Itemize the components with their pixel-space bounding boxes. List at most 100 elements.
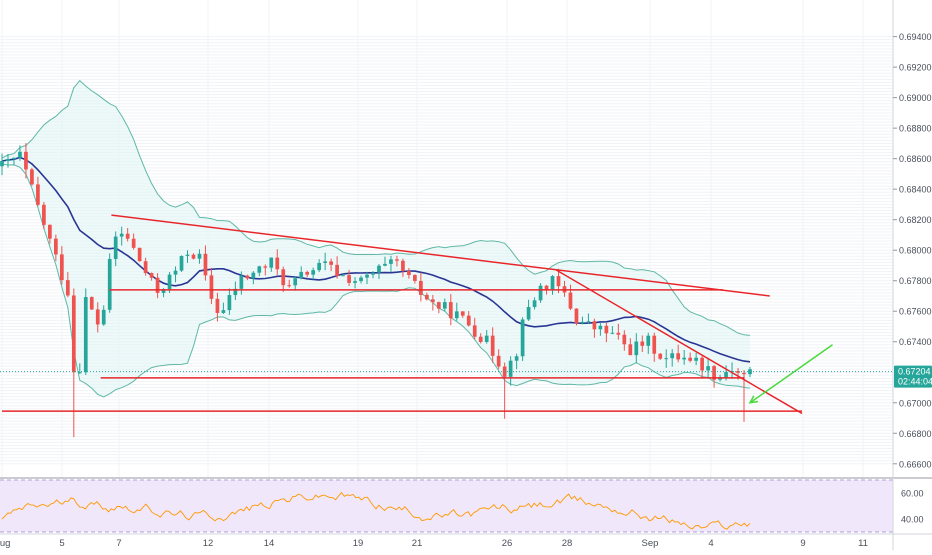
- candle-body: [6, 159, 10, 161]
- candle-body: [377, 265, 381, 273]
- candle-body: [640, 341, 645, 346]
- trendlines: [0, 214, 893, 415]
- candle-body: [30, 169, 34, 185]
- candle-body: [215, 298, 220, 313]
- x-tick-label: 5: [59, 538, 64, 549]
- candle-body: [682, 357, 687, 360]
- candle-body: [233, 288, 238, 296]
- candle-body: [490, 335, 495, 356]
- candle-body: [604, 325, 609, 334]
- y-tick-label: 0.67600: [899, 307, 932, 317]
- candle-body: [341, 275, 345, 277]
- candle-body: [107, 258, 112, 310]
- y-tick-label: 0.69000: [899, 93, 932, 103]
- candle-body: [712, 366, 716, 380]
- x-tick-label: Aug: [0, 538, 10, 549]
- candle-body: [598, 325, 603, 330]
- candle-body: [484, 335, 489, 342]
- y-tick-label: 0.68400: [899, 185, 932, 195]
- candle-body: [395, 259, 399, 261]
- candle-body: [77, 372, 82, 374]
- candle-body: [0, 160, 4, 167]
- candle-body: [251, 272, 256, 279]
- candle-body: [694, 357, 698, 361]
- candle-body: [221, 310, 226, 313]
- candle-body: [634, 341, 639, 356]
- candle-body: [209, 275, 214, 299]
- candle-body: [359, 277, 363, 282]
- y-tick-label: 0.69200: [899, 63, 932, 73]
- candle-body: [353, 281, 357, 283]
- y-tick-label: 0.67400: [899, 337, 932, 347]
- candle-body: [520, 319, 525, 357]
- candle-body: [610, 332, 615, 334]
- y-tick-label: 0.67000: [899, 398, 932, 408]
- upper-trendline: [111, 214, 770, 297]
- y-tick-label: 0.68000: [899, 246, 932, 256]
- bollinger-fill: [2, 80, 750, 397]
- x-tick-label: 9: [800, 538, 805, 549]
- candle-body: [95, 309, 100, 325]
- candle-body: [275, 257, 280, 270]
- candle-body: [18, 151, 22, 158]
- candle-body: [586, 321, 591, 323]
- y-tick-label: 0.66800: [899, 429, 932, 439]
- candle-body: [544, 285, 549, 290]
- candle-body: [137, 247, 142, 262]
- candle-body: [442, 302, 447, 309]
- candle-body: [227, 295, 232, 311]
- candle-body: [185, 254, 190, 256]
- candle-body: [472, 325, 477, 337]
- y-tick-label: 0.68200: [899, 215, 932, 225]
- candle-body: [371, 272, 375, 275]
- candle-body: [413, 275, 417, 281]
- candle-body: [478, 336, 483, 342]
- candle-body: [724, 372, 728, 378]
- candle-body: [365, 274, 369, 278]
- x-tick-label: 11: [858, 538, 868, 549]
- x-tick-label: 21: [412, 538, 423, 549]
- candle-body: [263, 266, 268, 268]
- candle-body: [299, 271, 304, 279]
- candle-body: [59, 254, 64, 281]
- candle-body: [425, 294, 429, 300]
- candle-body: [197, 253, 202, 259]
- candle-body: [335, 264, 339, 276]
- candle-body: [281, 269, 286, 286]
- x-tick-label: 4: [708, 538, 713, 549]
- candle-body: [628, 344, 633, 356]
- candle-body: [317, 262, 322, 271]
- candle-body: [36, 184, 40, 205]
- y-tick-label: 0.66600: [899, 459, 932, 469]
- candle-body: [48, 224, 52, 239]
- candle-body: [191, 254, 196, 259]
- y-tick-label: 0.68800: [899, 124, 932, 134]
- last-price-box: [894, 365, 932, 388]
- candle-body: [616, 332, 621, 335]
- oscillator-tick-label: 60.00: [901, 489, 924, 499]
- candle-body: [125, 233, 130, 239]
- candle-body: [323, 261, 327, 263]
- candle-body: [65, 280, 70, 296]
- x-tick-label: 12: [203, 538, 214, 549]
- candle-body: [347, 275, 351, 283]
- bollinger-bands: [1, 79, 751, 398]
- candle-body: [592, 321, 597, 330]
- candle-body: [329, 261, 333, 265]
- oscillator-band: [0, 480, 893, 532]
- steep-descending-trendline: [555, 269, 803, 415]
- candle-body: [71, 295, 76, 373]
- candle-body: [24, 151, 28, 170]
- candle-body: [113, 236, 118, 259]
- x-tick-label: 28: [562, 538, 573, 549]
- candle-body: [706, 366, 710, 371]
- candle-body: [131, 238, 136, 248]
- candle-body: [448, 302, 453, 319]
- y-tick-label: 0.67800: [899, 276, 932, 286]
- moving-average-line: [1, 156, 751, 363]
- candle-body: [167, 274, 172, 290]
- green-arrow-line: [749, 344, 833, 404]
